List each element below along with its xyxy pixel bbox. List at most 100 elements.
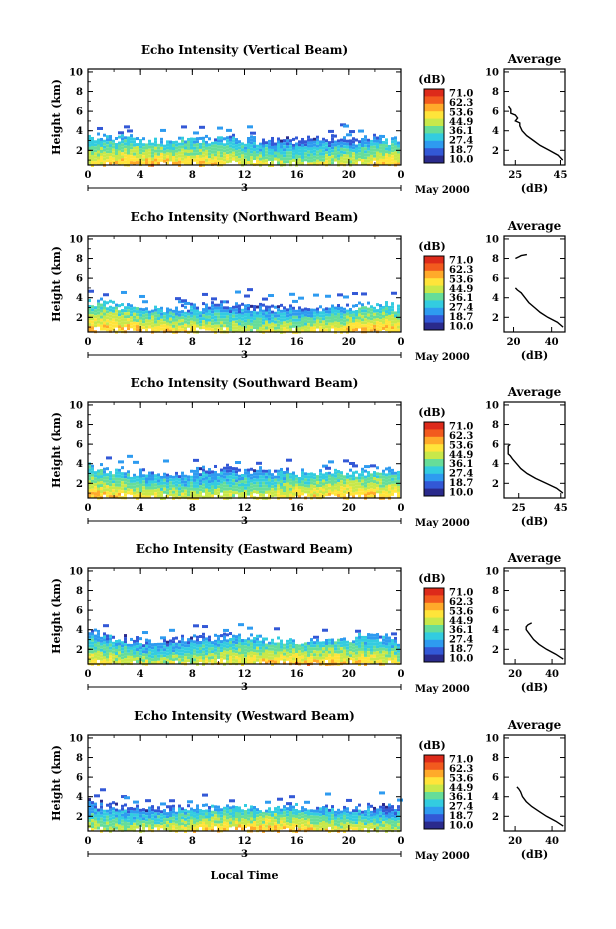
date-label: May 2000 [415,518,470,529]
x-tick-label: 16 [290,669,304,680]
colorbar-swatch [424,328,444,331]
colorbar-swatch [424,276,444,279]
colorbar-swatch [424,801,444,804]
colorbar-swatch [424,756,444,760]
colorbar-tick-label: 10.0 [449,322,473,333]
x-tick-label: 4 [137,503,144,514]
x-tick-label: 12 [238,337,252,348]
colorbar-swatch [424,126,444,129]
colorbar-swatch [424,315,444,318]
x-tick-label: 16 [290,337,304,348]
colorbar-swatch [424,473,444,477]
colorbar-swatch [424,302,444,305]
colorbar-swatch [424,625,444,628]
y-tick-label: 4 [76,126,83,137]
colorbar-swatch [424,107,444,110]
y-tick-label: 10 [69,733,83,744]
x-tick-label: 0 [85,669,92,680]
colorbar-swatch [424,256,444,259]
heatmap-cells [88,788,403,833]
colorbar-swatch [424,758,444,762]
colorbar-swatch [424,270,444,274]
profile-y-tick-label: 10 [485,67,499,78]
colorbar-swatch [424,827,444,830]
colorbar-swatch [424,131,444,134]
colorbar-tick-label: 36.1 [449,459,473,470]
x-tick-label: 20 [342,836,356,847]
colorbar-swatch [424,161,444,164]
colorbar-tick-label: 71.0 [449,755,473,766]
x-tick-label: 12 [238,669,252,680]
colorbar-swatch [424,438,444,441]
colorbar-swatch [424,632,444,635]
profile-y-tick-label: 10 [485,400,499,411]
profile-y-tick-label: 6 [492,274,499,285]
colorbar-swatch [424,793,444,797]
y-tick-label: 10 [69,400,83,411]
colorbar-swatch [424,289,444,292]
y-tick-label: 8 [76,87,83,98]
y-axis-label: Height (km) [50,79,63,155]
colorbar-swatch [424,96,444,99]
x-tick-label: 0 [398,337,405,348]
profile-y-tick-label: 2 [492,313,499,324]
colorbar-swatch [424,444,444,447]
colorbar-swatch [424,773,444,776]
y-tick-label: 6 [76,773,83,784]
profile-line [507,443,564,494]
colorbar-swatch [424,425,444,429]
y-axis-label: Height (km) [50,745,63,821]
x-tick-label: 0 [85,170,92,181]
colorbar-swatch [424,591,444,595]
profile-y-tick-label: 6 [492,440,499,451]
colorbar-swatch [424,460,444,464]
colorbar-swatch [424,305,444,309]
x-tick-label: 8 [189,170,196,181]
colorbar-tick-label: 18.7 [449,811,473,822]
profile-y-tick-label: 6 [492,606,499,617]
colorbar-swatch [424,762,444,765]
date-label: May 2000 [415,352,470,363]
colorbar-swatch [424,643,444,646]
colorbar-swatch [424,471,444,475]
colorbar-swatch [424,429,444,432]
x-tick-label: 8 [189,337,196,348]
colorbar-swatch [424,150,444,153]
colorbar-swatch [424,304,444,307]
colorbar-swatch [424,153,444,157]
y-tick-label: 6 [76,274,83,285]
colorbar-swatch [424,94,444,97]
colorbar-tick-label: 71.0 [449,256,473,267]
profile-y-tick-label: 4 [492,625,499,636]
colorbar-swatch [424,797,444,800]
colorbar-swatch [424,636,444,639]
colorbar-swatch [424,447,444,451]
colorbar-tick-label: 44.9 [449,117,473,128]
colorbar-tick-label: 10.0 [449,488,473,499]
x-tick-label: 4 [137,170,144,181]
colorbar-swatch [424,103,444,107]
profile-y-tick-label: 10 [485,234,499,245]
colorbar-tick-label: 62.3 [449,431,473,442]
colorbar-swatch [424,806,444,810]
x-tick-label: 12 [238,836,252,847]
panel-0: Echo Intensity (Vertical Beam) 2 4 6 8 10 0 4 8 1… [50,43,567,196]
colorbar-swatch [424,144,444,147]
colorbar-swatch [424,129,444,133]
profile-x-tick-label: 45 [554,170,568,181]
colorbar-swatch [424,455,444,458]
colorbar-swatch [424,819,444,823]
profile-x-tick-label: 45 [554,503,568,514]
x-tick-label: 0 [85,503,92,514]
colorbar-swatch [424,786,444,789]
profile-x-tick-label: 40 [545,337,559,348]
colorbar-swatch [424,637,444,641]
x-tick-label: 4 [137,337,144,348]
colorbar-swatch [424,265,444,268]
colorbar-swatch [424,652,444,656]
panel-title: Echo Intensity (Northward Beam) [131,210,359,224]
colorbar-swatch [424,122,444,125]
heatmap-cells [88,123,400,167]
colorbar-swatch [424,588,444,591]
x-tick-label: 20 [342,170,356,181]
